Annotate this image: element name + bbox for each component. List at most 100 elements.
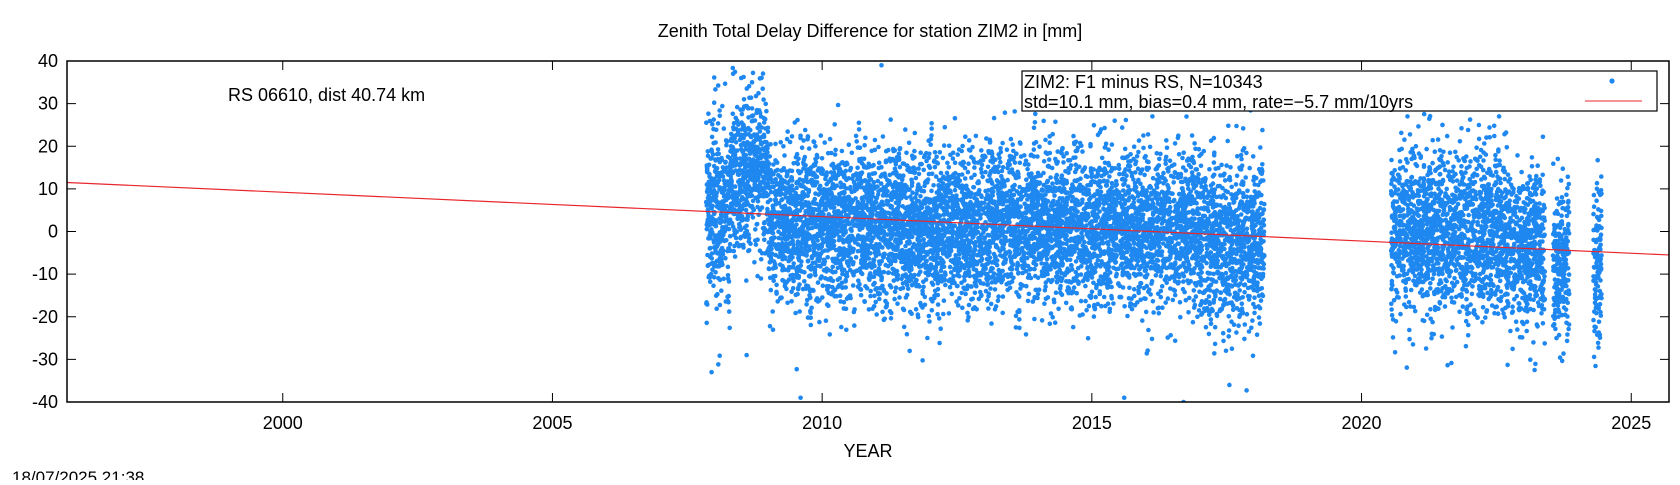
data-point <box>760 166 765 171</box>
data-point <box>813 191 818 196</box>
data-point <box>1079 264 1084 269</box>
data-point <box>842 238 847 243</box>
data-point <box>1054 290 1059 295</box>
data-point <box>945 171 950 176</box>
data-point <box>937 316 942 321</box>
data-point <box>988 286 993 291</box>
data-point <box>914 307 919 312</box>
data-point <box>874 286 879 291</box>
data-point <box>881 134 886 139</box>
data-point <box>738 206 743 211</box>
data-point <box>915 246 920 251</box>
data-point <box>1072 178 1077 183</box>
data-point <box>879 278 884 283</box>
data-point <box>741 150 746 155</box>
data-point <box>830 222 835 227</box>
data-point <box>788 189 793 194</box>
data-point <box>960 306 965 311</box>
data-point <box>804 253 809 258</box>
data-point <box>756 171 761 176</box>
data-point <box>895 185 900 190</box>
data-point <box>738 138 743 143</box>
data-point <box>876 145 881 150</box>
data-point <box>788 168 793 173</box>
data-point <box>851 250 856 255</box>
data-point <box>711 127 716 132</box>
data-point <box>723 256 728 261</box>
data-point <box>713 270 718 275</box>
data-point <box>817 243 822 248</box>
data-point <box>983 155 988 160</box>
data-point <box>809 323 814 328</box>
data-point <box>818 276 823 281</box>
data-point <box>1088 144 1093 149</box>
data-point <box>985 283 990 288</box>
data-point <box>838 220 843 225</box>
data-point <box>825 302 830 307</box>
data-point <box>762 180 767 185</box>
data-point <box>874 312 879 317</box>
data-point <box>907 141 912 146</box>
data-point <box>840 199 845 204</box>
data-point <box>908 216 913 221</box>
data-point <box>894 285 899 290</box>
data-point <box>962 203 967 208</box>
data-point <box>882 231 887 236</box>
data-point <box>753 149 758 154</box>
data-point <box>768 324 773 329</box>
data-point <box>713 87 718 92</box>
y-tick-label: 20 <box>38 136 58 156</box>
data-point <box>755 108 760 113</box>
data-point <box>769 288 774 293</box>
data-point <box>735 217 740 222</box>
data-point <box>1036 292 1041 297</box>
data-point <box>938 326 943 331</box>
data-point <box>813 183 818 188</box>
data-point <box>979 148 984 153</box>
data-point <box>879 211 884 216</box>
data-point <box>795 292 800 297</box>
data-point <box>859 261 864 266</box>
data-point <box>972 165 977 170</box>
data-point <box>766 161 771 166</box>
data-point <box>862 299 867 304</box>
data-point <box>1017 185 1022 190</box>
x-tick-label: 2015 <box>1072 413 1112 433</box>
data-point <box>718 263 723 268</box>
data-point <box>800 145 805 150</box>
data-point <box>711 179 716 184</box>
data-point <box>715 204 720 209</box>
data-point <box>1050 132 1055 137</box>
data-point <box>888 203 893 208</box>
data-point <box>763 102 768 107</box>
data-point <box>998 160 1003 165</box>
data-point <box>922 242 927 247</box>
data-point <box>892 253 897 258</box>
data-point <box>944 183 949 188</box>
data-point <box>777 236 782 241</box>
data-point <box>758 129 763 134</box>
data-point <box>851 262 856 267</box>
data-point <box>914 259 919 264</box>
data-point <box>814 202 819 207</box>
data-point <box>900 176 905 181</box>
data-point <box>708 235 713 240</box>
data-point <box>951 209 956 214</box>
data-point <box>714 264 719 269</box>
data-point <box>798 183 803 188</box>
data-point <box>771 327 776 332</box>
data-point <box>922 184 927 189</box>
data-point <box>935 312 940 317</box>
data-point <box>726 246 731 251</box>
x-tick-label: 2025 <box>1611 413 1651 433</box>
data-point <box>854 134 859 139</box>
data-point <box>839 185 844 190</box>
data-point <box>1057 186 1062 191</box>
data-point <box>978 240 983 245</box>
data-point <box>752 132 757 137</box>
data-point <box>902 192 907 197</box>
data-point <box>968 195 973 200</box>
data-point <box>913 131 918 136</box>
data-point <box>1064 151 1069 156</box>
data-point <box>860 247 865 252</box>
